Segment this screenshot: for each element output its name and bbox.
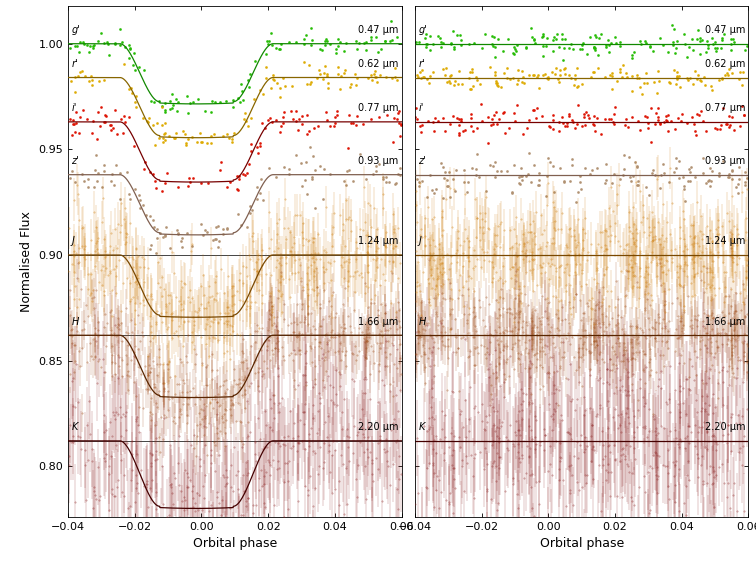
Y-axis label: Normalised Flux: Normalised Flux bbox=[20, 211, 33, 312]
Text: 1.66 μm: 1.66 μm bbox=[705, 317, 745, 327]
Text: 1.66 μm: 1.66 μm bbox=[358, 317, 398, 327]
Text: 0.77 μm: 0.77 μm bbox=[358, 103, 398, 114]
Text: z': z' bbox=[418, 156, 426, 166]
Text: 0.77 μm: 0.77 μm bbox=[705, 103, 745, 114]
Text: i': i' bbox=[418, 103, 423, 114]
X-axis label: Orbital phase: Orbital phase bbox=[193, 537, 277, 550]
Text: r': r' bbox=[71, 59, 78, 69]
Text: g': g' bbox=[71, 25, 80, 35]
Text: K: K bbox=[71, 423, 78, 432]
Text: 0.62 μm: 0.62 μm bbox=[705, 59, 745, 69]
Text: 0.47 μm: 0.47 μm bbox=[358, 25, 398, 35]
Text: g': g' bbox=[418, 25, 427, 35]
Text: 1.24 μm: 1.24 μm bbox=[358, 236, 398, 247]
Text: z': z' bbox=[71, 156, 79, 166]
Text: 1.24 μm: 1.24 μm bbox=[705, 236, 745, 247]
Text: 0.47 μm: 0.47 μm bbox=[705, 25, 745, 35]
Text: r': r' bbox=[418, 59, 425, 69]
Text: H: H bbox=[71, 317, 79, 327]
Text: i': i' bbox=[71, 103, 77, 114]
Text: H: H bbox=[418, 317, 426, 327]
Text: 0.93 μm: 0.93 μm bbox=[358, 156, 398, 166]
Text: 2.20 μm: 2.20 μm bbox=[705, 423, 745, 432]
X-axis label: Orbital phase: Orbital phase bbox=[540, 537, 624, 550]
Text: J: J bbox=[71, 236, 74, 247]
Text: 2.20 μm: 2.20 μm bbox=[358, 423, 398, 432]
Text: J: J bbox=[418, 236, 421, 247]
Text: K: K bbox=[418, 423, 425, 432]
Text: 0.62 μm: 0.62 μm bbox=[358, 59, 398, 69]
Text: 0.93 μm: 0.93 μm bbox=[705, 156, 745, 166]
